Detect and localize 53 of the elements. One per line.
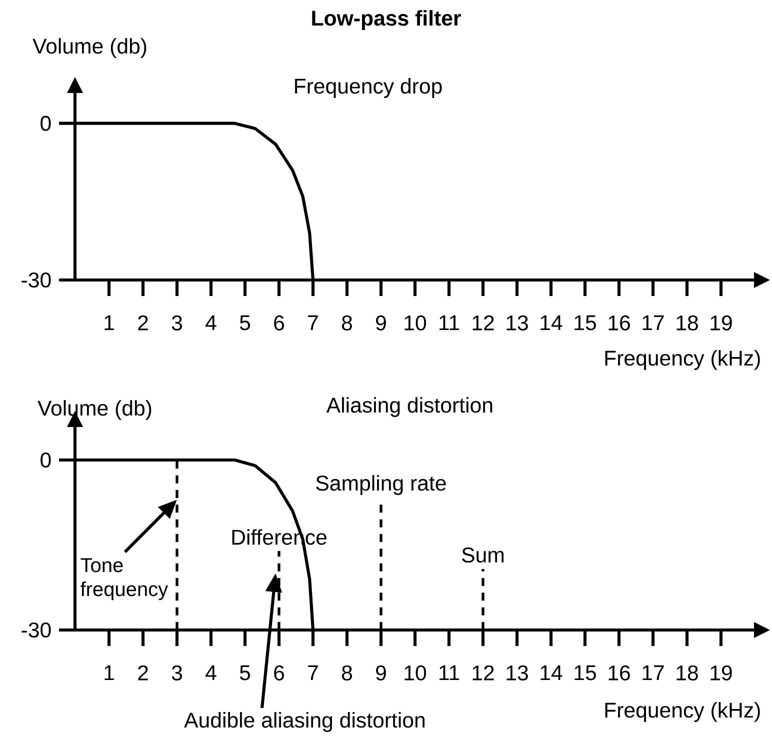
x-tick-label: 8 [342, 665, 352, 680]
x-tick-label: 3 [172, 315, 182, 330]
text: Audible aliasing distortion [184, 712, 425, 732]
y-axis-title: Volume (db) [32, 38, 146, 58]
ref-line-label: Sampling rate [316, 475, 446, 495]
x-tick-label: 9 [376, 665, 386, 680]
x-tick-label: 10 [404, 315, 426, 330]
x-tick-label: 7 [308, 315, 318, 330]
x-tick-label: 19 [710, 665, 732, 680]
x-tick-label: 16 [608, 665, 630, 680]
ref-line-label: Sum [462, 547, 504, 563]
x-tick-label: 4 [206, 315, 216, 330]
x-tick-label: 17 [642, 665, 664, 680]
y-axis-title: Volume (db) [38, 400, 152, 420]
x-tick-label: 5 [240, 315, 250, 330]
x-tick-label: 2 [138, 315, 148, 330]
x-tick-label: 13 [506, 665, 528, 680]
x-tick-label: 3 [172, 665, 182, 680]
x-tick-label: 11 [440, 665, 460, 680]
x-tick-label: 14 [540, 665, 562, 680]
y-tick-label: -30 [22, 272, 51, 288]
x-tick-label: 15 [574, 665, 596, 680]
x-tick-label: 2 [138, 665, 148, 680]
x-tick-label: 1 [104, 665, 114, 680]
annotation: Tone frequency [80, 558, 168, 600]
y-tick-label: 0 [40, 452, 51, 468]
x-tick-label: 6 [274, 315, 284, 330]
x-tick-label: 1 [104, 315, 114, 330]
x-tick-label: 18 [676, 665, 698, 680]
x-tick-label: 16 [608, 315, 630, 330]
x-tick-label: 19 [710, 315, 732, 330]
x-tick-label: 18 [676, 315, 698, 330]
x-tick-label: 17 [642, 315, 664, 330]
chart-subtitle: Frequency drop [295, 78, 442, 98]
y-tick-label: -30 [22, 622, 51, 638]
x-tick-label: 13 [506, 315, 528, 330]
x-tick-label: 7 [308, 665, 318, 680]
chart-title: Aliasing distortion [326, 397, 492, 417]
x-axis-title: Frequency (kHz) [605, 350, 760, 370]
x-tick-label: 12 [472, 315, 494, 330]
x-tick-label: 6 [274, 665, 284, 680]
x-tick-label: 10 [404, 665, 426, 680]
x-tick-label: 9 [376, 315, 386, 330]
x-tick-label: 15 [574, 315, 596, 330]
chart-title: Low-pass filter [312, 10, 461, 30]
y-tick-label: 0 [40, 116, 51, 131]
x-axis-title: Frequency (kHz) [605, 702, 760, 722]
x-tick-label: 11 [440, 315, 460, 330]
x-tick-label: 12 [472, 665, 494, 680]
x-tick-label: 4 [206, 665, 216, 680]
x-tick-label: 8 [342, 315, 352, 330]
x-tick-label: 14 [540, 315, 562, 330]
x-tick-label: 5 [240, 665, 250, 680]
